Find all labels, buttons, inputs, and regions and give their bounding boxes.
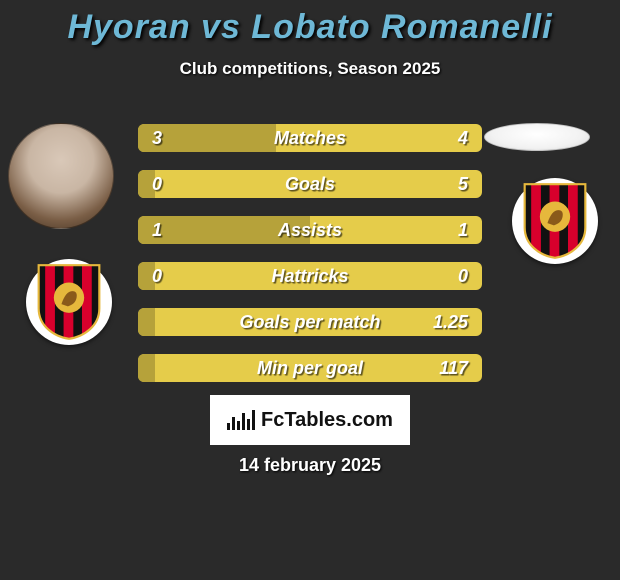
subtitle: Club competitions, Season 2025: [0, 59, 620, 79]
bars-icon: [227, 410, 255, 430]
player1-club-crest: [26, 259, 112, 345]
player2-bar: [138, 308, 482, 336]
stat-row: Assists11: [138, 216, 482, 244]
player2-value: 1.25: [433, 308, 468, 336]
comparison-bars: Matches34Goals05Assists11Hattricks00Goal…: [138, 124, 482, 400]
player1-value: 0: [152, 262, 162, 290]
player1-bar: [138, 308, 155, 336]
page-title: Hyoran vs Lobato Romanelli: [0, 0, 620, 47]
player2-value: 117: [439, 354, 468, 382]
player1-bar: [138, 216, 310, 244]
player2-bar: [138, 354, 482, 382]
player1-bar: [138, 354, 155, 382]
player2-value: 4: [458, 124, 468, 152]
player1-value: 0: [152, 170, 162, 198]
player2-value: 1: [458, 216, 468, 244]
player2-value: 0: [458, 262, 468, 290]
stat-row: Goals per match1.25: [138, 308, 482, 336]
stat-row: Goals05: [138, 170, 482, 198]
stat-row: Min per goal117: [138, 354, 482, 382]
stat-row: Hattricks00: [138, 262, 482, 290]
player1-avatar: [8, 123, 114, 229]
player2-avatar: [484, 123, 590, 151]
stat-row: Matches34: [138, 124, 482, 152]
date-label: 14 february 2025: [0, 455, 620, 476]
player2-club-crest: [512, 178, 598, 264]
player2-bar: [138, 170, 482, 198]
player2-bar: [138, 262, 482, 290]
player1-value: 1: [152, 216, 162, 244]
player2-value: 5: [458, 170, 468, 198]
fctables-label: FcTables.com: [261, 409, 393, 432]
player1-value: 3: [152, 124, 162, 152]
fctables-badge: FcTables.com: [210, 395, 410, 445]
